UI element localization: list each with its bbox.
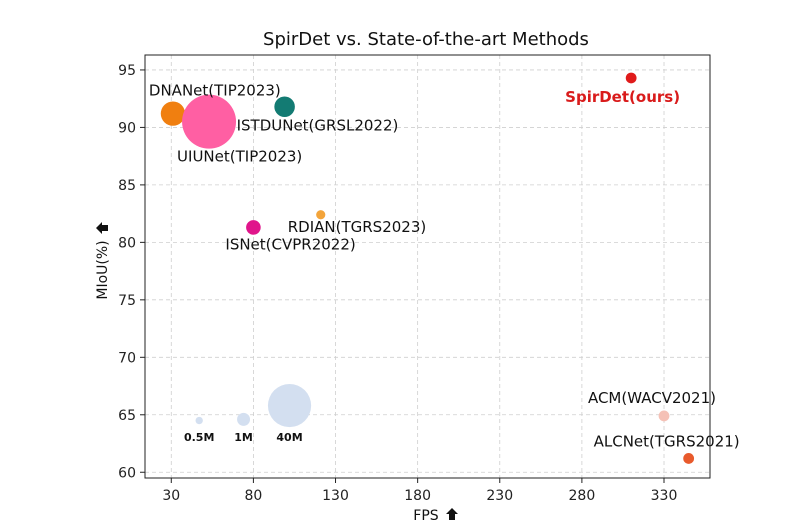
data-point: [316, 210, 326, 220]
point-label: ALCNet(TGRS2021): [594, 432, 740, 450]
plot-frame: [144, 54, 711, 479]
size-legend-bubble: [195, 416, 203, 425]
x-tick-label: 180: [404, 488, 431, 504]
size-legend-label: 0.5M: [184, 431, 214, 444]
x-tick-label: 330: [651, 488, 678, 504]
size-legend-bubble: [237, 412, 251, 426]
x-tick-label: 30: [162, 488, 180, 504]
point-label: SpirDet(ours): [565, 88, 680, 106]
data-point: [182, 94, 237, 149]
point-labels: DNANet(TIP2023) UIUNet(TIP2023) ISTDUNet(G…: [149, 82, 740, 451]
data-point: [246, 220, 261, 235]
y-tick-label: 70: [118, 350, 136, 366]
data-point: [625, 72, 637, 84]
y-tick-label: 60: [118, 465, 136, 481]
data-point: [160, 101, 186, 126]
point-label: ACM(WACV2021): [588, 389, 716, 407]
up-arrow-icon: [446, 508, 458, 520]
y-tick-label: 80: [118, 235, 136, 251]
x-tick-label: 280: [569, 488, 596, 504]
y-tick-label: 75: [118, 293, 136, 309]
x-tick-label: 80: [244, 488, 262, 504]
up-arrow-icon: [96, 222, 108, 234]
x-tick-label: 230: [486, 488, 513, 504]
size-legend-bubble: [267, 383, 312, 428]
axis-ticks: 30 80 130 180 230 280 330 60 65 70 75 80 85 90 95: [118, 63, 677, 504]
x-tick-label: 130: [322, 488, 349, 504]
point-label: UIUNet(TIP2023): [177, 148, 302, 166]
data-point: [658, 410, 670, 422]
data-points: [160, 72, 695, 464]
point-label: ISTDUNet(GRSL2022): [237, 117, 399, 135]
x-axis-label: FPS: [413, 508, 438, 524]
size-legend-label: 1M: [234, 431, 253, 444]
grid: [145, 55, 710, 478]
y-tick-label: 85: [118, 178, 136, 194]
y-tick-label: 95: [118, 63, 136, 79]
point-label: DNANet(TIP2023): [149, 82, 281, 100]
data-point: [274, 96, 295, 117]
point-label: ISNet(CVPR2022): [225, 235, 355, 253]
y-tick-label: 65: [118, 408, 136, 424]
chart-title: SpirDet vs. State-of-the-art Methods: [263, 29, 589, 50]
point-label: RDIAN(TGRS2023): [288, 218, 427, 236]
y-axis-label: MIoU(%): [95, 240, 111, 299]
size-legend-label: 40M: [276, 431, 302, 444]
data-point: [683, 453, 695, 464]
y-tick-label: 90: [118, 120, 136, 136]
